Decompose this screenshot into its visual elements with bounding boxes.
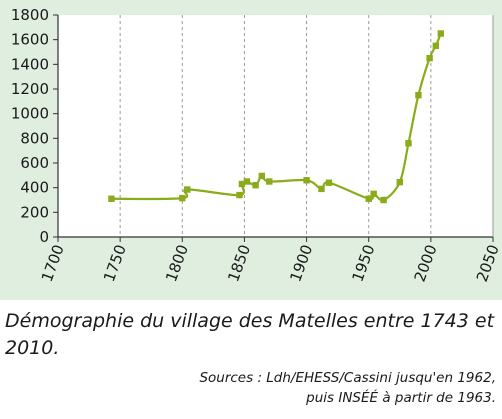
data-point-marker bbox=[243, 178, 251, 185]
data-point-marker bbox=[396, 178, 403, 186]
data-point-marker bbox=[318, 185, 325, 193]
y-tick-label: 200 bbox=[20, 203, 49, 221]
data-point-marker bbox=[258, 172, 266, 180]
data-point-marker bbox=[426, 54, 433, 62]
sources-line-2: puis INSÉÉ à partir de 1963. bbox=[306, 390, 496, 406]
y-tick-label: 800 bbox=[20, 129, 49, 147]
data-point-marker bbox=[325, 179, 333, 186]
x-tick-label: 1950 bbox=[348, 242, 378, 284]
sources-note: Sources : Ldh/EHESS/Cassini jusqu'en 196… bbox=[66, 368, 496, 408]
data-point-marker bbox=[179, 194, 186, 202]
y-tick-label: 600 bbox=[20, 154, 49, 172]
sources-line-1: Sources : Ldh/EHESS/Cassini jusqu'en 196… bbox=[199, 370, 496, 386]
data-point-marker bbox=[303, 177, 310, 184]
data-point-marker bbox=[437, 30, 444, 37]
data-point-marker bbox=[108, 195, 115, 202]
data-point-marker bbox=[415, 91, 422, 99]
x-tick-label: 1850 bbox=[224, 242, 254, 284]
y-tick-label: 1000 bbox=[11, 105, 49, 123]
data-point-marker bbox=[432, 42, 440, 50]
data-point-marker bbox=[236, 191, 243, 199]
data-point-marker bbox=[252, 182, 259, 189]
plot-area bbox=[58, 15, 493, 237]
y-tick-label: 1200 bbox=[11, 80, 49, 98]
y-tick-label: 400 bbox=[20, 179, 49, 197]
y-tick-label: 1400 bbox=[11, 55, 49, 73]
data-point-marker bbox=[365, 195, 372, 202]
x-tick-label: 2000 bbox=[411, 242, 441, 284]
data-point-marker bbox=[380, 196, 387, 204]
data-point-marker bbox=[184, 186, 191, 193]
data-point-marker bbox=[405, 140, 412, 147]
x-tick-label: 1800 bbox=[162, 242, 192, 284]
x-tick-label: 1900 bbox=[286, 242, 316, 284]
y-tick-label: 1800 bbox=[11, 6, 49, 24]
x-tick-label: 1700 bbox=[38, 242, 68, 284]
chart-panel: 1700 1750 1800 1850 1900 1950 2000 2050 0 200 400 6… bbox=[0, 0, 502, 300]
population-line-chart: 1700 1750 1800 1850 1900 1950 2000 2050 0 200 400 6… bbox=[11, 6, 502, 284]
x-tick-label: 2050 bbox=[473, 242, 502, 284]
y-tick-label: 0 bbox=[39, 228, 49, 246]
y-tick-label: 1600 bbox=[11, 31, 49, 49]
data-point-marker bbox=[238, 180, 246, 188]
data-point-marker bbox=[370, 190, 377, 198]
data-point-marker bbox=[266, 178, 273, 185]
x-tick-label: 1750 bbox=[100, 242, 130, 284]
figure-caption: Démographie du village des Matelles entr… bbox=[5, 310, 495, 359]
